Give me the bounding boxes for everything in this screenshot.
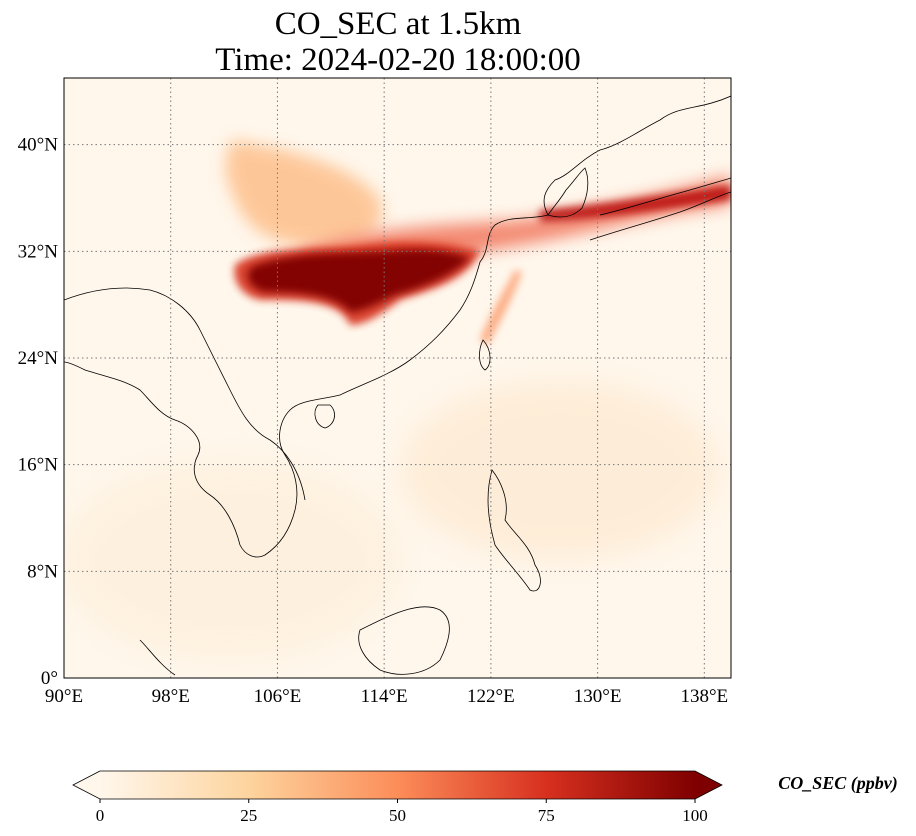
coast-borneo [358,606,450,675]
map-title-line2: Time: 2024-02-20 18:00:00 [215,42,581,78]
lat-tick-label: 8°N [27,561,58,582]
concentration-field [64,140,731,660]
lon-tick-label: 130°E [574,686,622,707]
coast-korea [547,167,589,218]
border-inland-2 [229,389,306,501]
map-frame [63,77,732,679]
colorbar-tick-label: 100 [682,806,708,825]
coast-japan-south [589,191,731,241]
lat-tick-label: 0° [41,668,58,689]
haze-ocean [400,380,720,560]
coast-taiwan [479,339,491,371]
colorbar-extend-min [73,771,100,799]
gridlines [64,78,731,678]
plume-north-china-haze-shape [225,140,382,246]
lon-tick-label: 114°E [361,686,408,707]
lat-tick-label: 24°N [18,348,59,369]
coast-mainland [64,95,731,558]
lat-tick-label: 16°N [18,455,59,476]
lat-tick-label: 40°N [18,135,59,156]
lon-tick-label: 98°E [152,686,190,707]
lon-tick-label: 138°E [680,686,728,707]
colorbar-tick-label: 50 [389,806,406,825]
border-inland-1 [64,287,231,391]
colorbar-gradient [100,771,695,799]
coast-sumatra [139,639,176,676]
coastlines [64,95,731,676]
lon-tick-label: 90°E [45,686,83,707]
lon-tick-label: 106°E [254,686,302,707]
coast-philippines [487,469,541,592]
lat-tick-label: 32°N [18,241,59,262]
colorbar-ticks: 0 25 50 75 100 [96,799,708,825]
map-title-line1: CO_SEC at 1.5km [274,6,522,42]
latitude-labels: 0° 8°N 16°N 24°N 32°N 40°N [18,135,59,689]
plume-core-inner-shape [248,249,470,312]
lon-tick-label: 122°E [467,686,515,707]
colorbar-tick-label: 75 [538,806,555,825]
colorbar-tick-label: 25 [240,806,257,825]
coast-japan-north [599,177,731,216]
colorbar-tick-label: 0 [96,806,105,825]
longitude-labels: 90°E 98°E 106°E 114°E 122°E 130°E 138°E [45,686,728,707]
colorbar-label: CO_SEC (ppbv) [778,773,898,794]
colorbar-extend-max [695,771,722,799]
coast-hainan [314,404,335,429]
haze-south [64,460,400,660]
plume-band-core-shape [540,185,731,222]
colorbar: 0 25 50 75 100 CO_SEC (ppbv) [72,770,898,825]
